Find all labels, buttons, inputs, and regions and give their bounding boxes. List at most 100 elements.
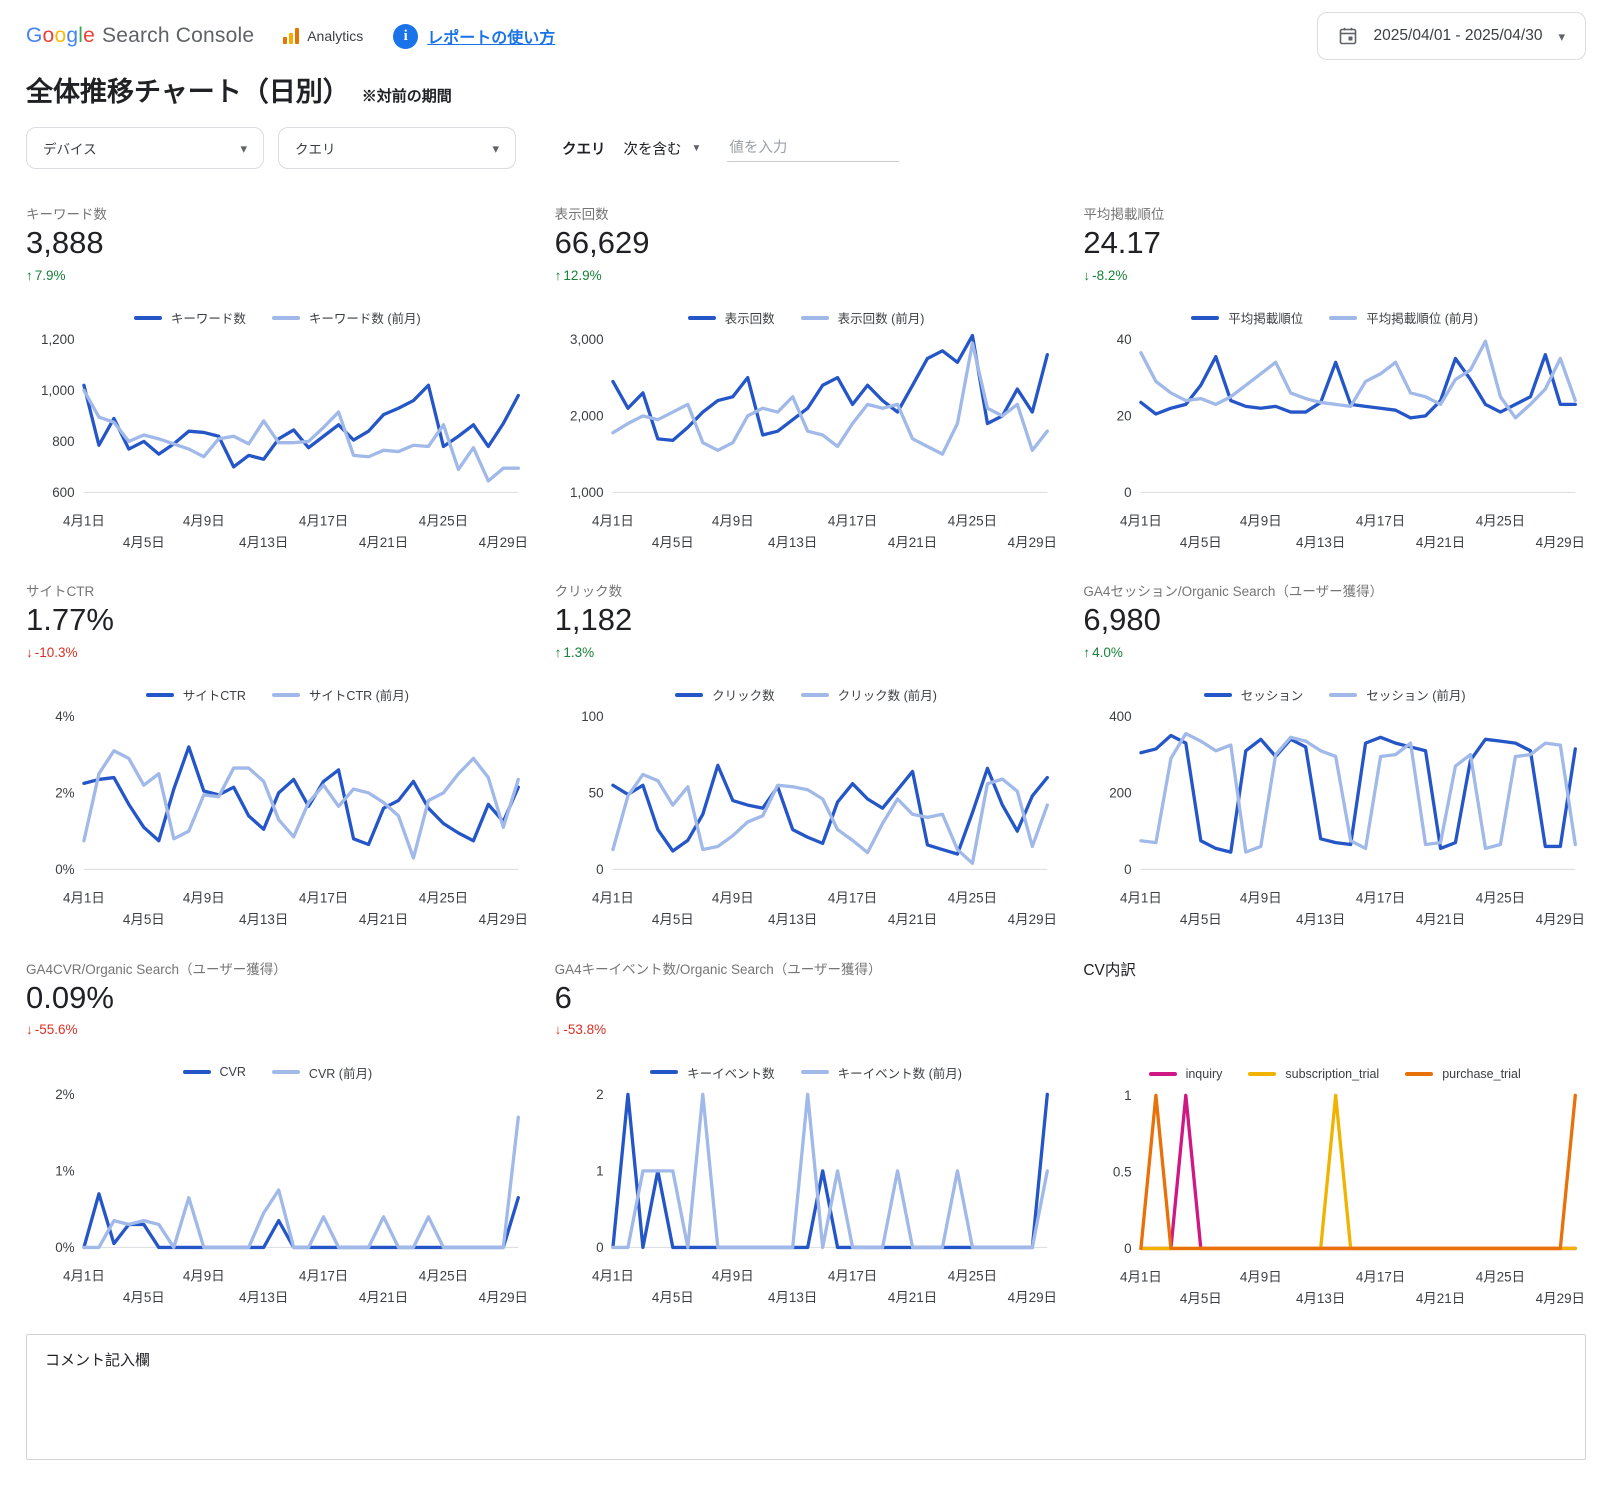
svg-text:2: 2 <box>596 1087 603 1102</box>
chart-canvas: 0 200 400 4月1日 4月5日 4月9日 4月13日 4月17日 4月21日 4月25日 4… <box>1110 709 1586 928</box>
svg-text:4月29日: 4月29日 <box>479 913 528 928</box>
chart-canvas: 0% 2% 4% 4月1日 4月5日 4月9日 4月13日 4月17日 4月21日 4月25日 4月… <box>55 709 528 928</box>
svg-text:100: 100 <box>581 709 603 724</box>
device-filter-label: デバイス <box>43 142 97 157</box>
panel-cv-breakdown: CV内訳 inquiry subscription_trial purchase_t… <box>1083 958 1586 1306</box>
metric-delta: ↓ -10.3% <box>26 643 529 661</box>
query-filter-dropdown[interactable]: クエリ ▾ <box>278 127 516 169</box>
delta-value: -53.8% <box>563 1022 607 1038</box>
chart-legend: CVR CVR (前月) <box>26 1063 529 1082</box>
metric-delta: ↓ -53.8% <box>555 1021 1058 1039</box>
legend-line-swatch <box>1329 692 1358 697</box>
legend-label: inquiry <box>1185 1066 1223 1081</box>
chart-canvas: 1,000 2,000 3,000 4月1日 4月5日 4月9日 4月13日 4月17日 4月2… <box>570 332 1057 550</box>
legend-item: subscription_trial <box>1248 1067 1379 1081</box>
filter-value-input[interactable] <box>727 134 900 162</box>
google-wordmark: Google <box>26 24 95 47</box>
page-title-note: ※対前の期間 <box>361 88 452 105</box>
legend-line-swatch <box>271 692 300 697</box>
help-link-group: i レポートの使い方 <box>393 23 556 49</box>
metric-label: キーワード数 <box>26 207 107 222</box>
svg-text:4月25日: 4月25日 <box>1476 891 1525 906</box>
legend-item: CVR (前月) <box>271 1063 373 1082</box>
chart-legend: キーワード数 キーワード数 (前月) <box>26 308 529 327</box>
delta-value: -55.6% <box>34 1022 78 1038</box>
metric-value: 1,182 <box>554 602 633 638</box>
svg-text:0: 0 <box>1124 1241 1131 1256</box>
panel-impressions: 表示回数 66,629 ↑ 12.9% 表示回数 表示回数 (前月) 1,000 2,… <box>555 203 1058 550</box>
legend-item: クリック数 <box>675 685 775 704</box>
svg-text:4月21日: 4月21日 <box>359 1290 408 1305</box>
legend-item: purchase_trial <box>1405 1067 1521 1081</box>
svg-text:800: 800 <box>52 434 74 449</box>
legend-item: 平均掲載順位 <box>1191 308 1303 327</box>
legend-line-swatch <box>271 315 300 320</box>
delta-value: 7.9% <box>34 267 66 283</box>
report-help-link[interactable]: レポートの使い方 <box>427 30 556 47</box>
svg-text:4月5日: 4月5日 <box>1180 913 1222 928</box>
svg-text:4月25日: 4月25日 <box>419 1268 468 1283</box>
operator-value: 次を含む <box>623 141 682 158</box>
svg-text:40: 40 <box>1117 332 1132 347</box>
legend-item: セッション <box>1203 685 1303 704</box>
metric-value <box>1083 982 1586 1022</box>
svg-text:4月17日: 4月17日 <box>828 891 877 906</box>
metric-value: 3,888 <box>26 225 104 260</box>
info-icon: i <box>393 23 419 49</box>
delta-arrow-icon: ↑ <box>1083 644 1091 660</box>
svg-text:4月13日: 4月13日 <box>1296 913 1345 928</box>
svg-text:50: 50 <box>588 786 603 801</box>
legend-item: クリック数 (前月) <box>800 685 937 704</box>
svg-text:4月17日: 4月17日 <box>1356 891 1405 906</box>
delta-value: -10.3% <box>34 644 78 660</box>
legend-item: 平均掲載順位 (前月) <box>1329 308 1478 327</box>
svg-text:4月5日: 4月5日 <box>123 1290 165 1305</box>
svg-text:4月21日: 4月21日 <box>359 535 408 550</box>
metric-delta: ↓ -8.2% <box>1083 266 1586 284</box>
delta-arrow-icon: ↑ <box>554 267 562 283</box>
device-filter-dropdown[interactable]: デバイス ▾ <box>26 127 264 169</box>
svg-text:4月25日: 4月25日 <box>1476 514 1525 529</box>
line-chart-site-ctr: 0% 2% 4% 4月1日 4月5日 4月9日 4月13日 4月17日 4月21日 4月25日 4月… <box>26 706 529 927</box>
svg-text:3,000: 3,000 <box>570 332 604 347</box>
legend-line-swatch <box>1191 315 1220 320</box>
chart-legend: クリック数 クリック数 (前月) <box>555 685 1058 704</box>
metric-label: 表示回数 <box>554 207 609 222</box>
svg-text:4月1日: 4月1日 <box>1120 891 1162 906</box>
chart-canvas: 600 800 1,000 1,200 4月1日 4月5日 4月9日 4月13日 4月17日 4月… <box>41 332 528 550</box>
metric-delta: ↑ 7.9% <box>26 266 529 284</box>
svg-text:4月21日: 4月21日 <box>1416 535 1465 550</box>
svg-text:4月1日: 4月1日 <box>592 1268 634 1283</box>
legend-label: キーイベント数 (前月) <box>837 1066 962 1081</box>
chart-canvas: 0 20 40 4月1日 4月5日 4月9日 4月13日 4月17日 4月21日 4月25日 4月2… <box>1117 332 1585 550</box>
panel-ga4-sessions: GA4セッション/Organic Search（ユーザー獲得） 6,980 ↑ 4… <box>1083 580 1586 927</box>
metric-value: 6 <box>554 979 572 1015</box>
metric-label: GA4セッション/Organic Search（ユーザー獲得） <box>1083 584 1384 600</box>
date-range-picker[interactable]: 2025/04/01 - 2025/04/30 ▾ <box>1316 12 1586 60</box>
svg-text:4月13日: 4月13日 <box>1296 1291 1345 1306</box>
legend-item: inquiry <box>1148 1066 1223 1081</box>
svg-text:4月1日: 4月1日 <box>1120 514 1162 529</box>
metric-value: 1.77% <box>26 602 114 638</box>
svg-text:4月25日: 4月25日 <box>947 514 996 529</box>
legend-label: サイトCTR (前月) <box>308 689 409 704</box>
svg-text:0: 0 <box>1124 862 1131 877</box>
delta-arrow-icon: ↑ <box>554 644 562 660</box>
svg-text:4月13日: 4月13日 <box>239 1290 288 1305</box>
legend-item: セッション (前月) <box>1329 685 1466 704</box>
panel-site-ctr: サイトCTR 1.77% ↓ -10.3% サイトCTR サイトCTR (前月) 0… <box>26 580 529 927</box>
svg-text:4月29日: 4月29日 <box>479 1290 528 1305</box>
chart-legend: サイトCTR サイトCTR (前月) <box>26 685 529 704</box>
line-chart-cv-breakdown-panel: 0 1 2 4月1日 4月5日 4月9日 4月13日 4月17日 4月21日 4月25日 4月29日 <box>555 1084 1058 1305</box>
operator-select[interactable]: 次を含む ▼ <box>624 138 702 159</box>
svg-text:4月29日: 4月29日 <box>1007 913 1056 928</box>
metric-value: 0.09% <box>26 979 114 1015</box>
svg-text:0%: 0% <box>55 862 74 877</box>
filter-bar: デバイス ▾ クエリ ▾ クエリ 次を含む ▼ <box>26 127 1586 169</box>
legend-line-swatch <box>145 692 174 697</box>
svg-text:4月17日: 4月17日 <box>828 1268 877 1283</box>
svg-text:0.5: 0.5 <box>1113 1164 1132 1179</box>
legend-label: CVR (前月) <box>308 1066 373 1081</box>
svg-text:4月29日: 4月29日 <box>1536 913 1585 928</box>
